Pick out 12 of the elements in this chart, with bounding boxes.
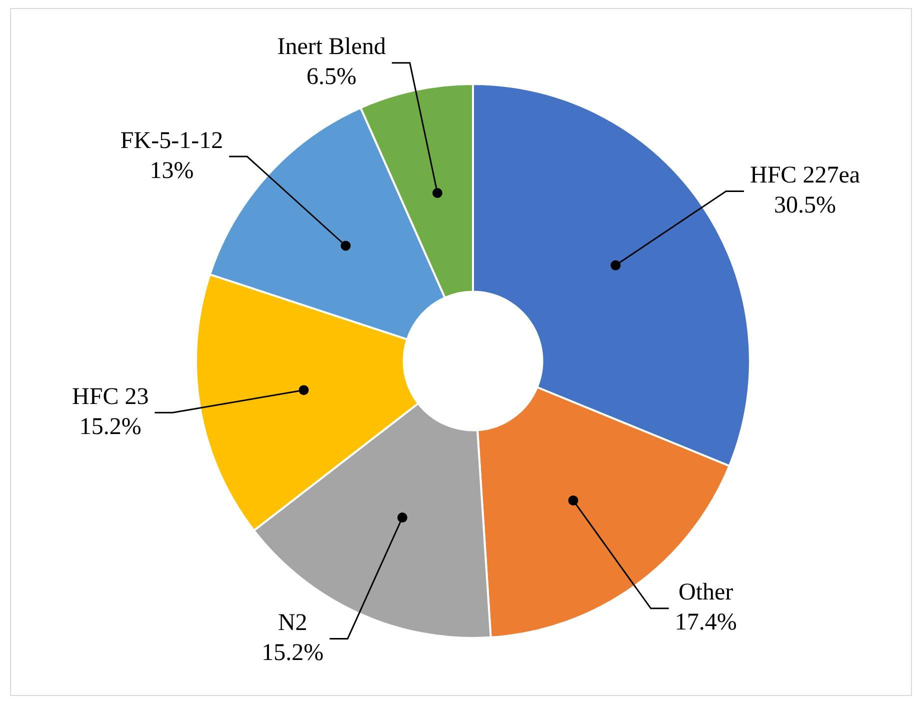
data-label: 17.4% <box>674 610 737 636</box>
slice-label: FK-5-1-12 <box>120 128 224 154</box>
data-label: 15.2% <box>262 640 324 666</box>
data-label: 30.5% <box>774 192 836 219</box>
slice-label: Other <box>678 580 734 606</box>
slice-label: HFC 227ea <box>750 162 860 189</box>
slice-label: HFC 23 <box>72 384 149 410</box>
data-label: 6.5% <box>306 64 357 90</box>
data-label: 15.2% <box>79 414 142 440</box>
slice-label: N2 <box>278 610 308 636</box>
slice-label: Inert Blend <box>277 34 386 60</box>
data-label: 13% <box>150 158 194 184</box>
